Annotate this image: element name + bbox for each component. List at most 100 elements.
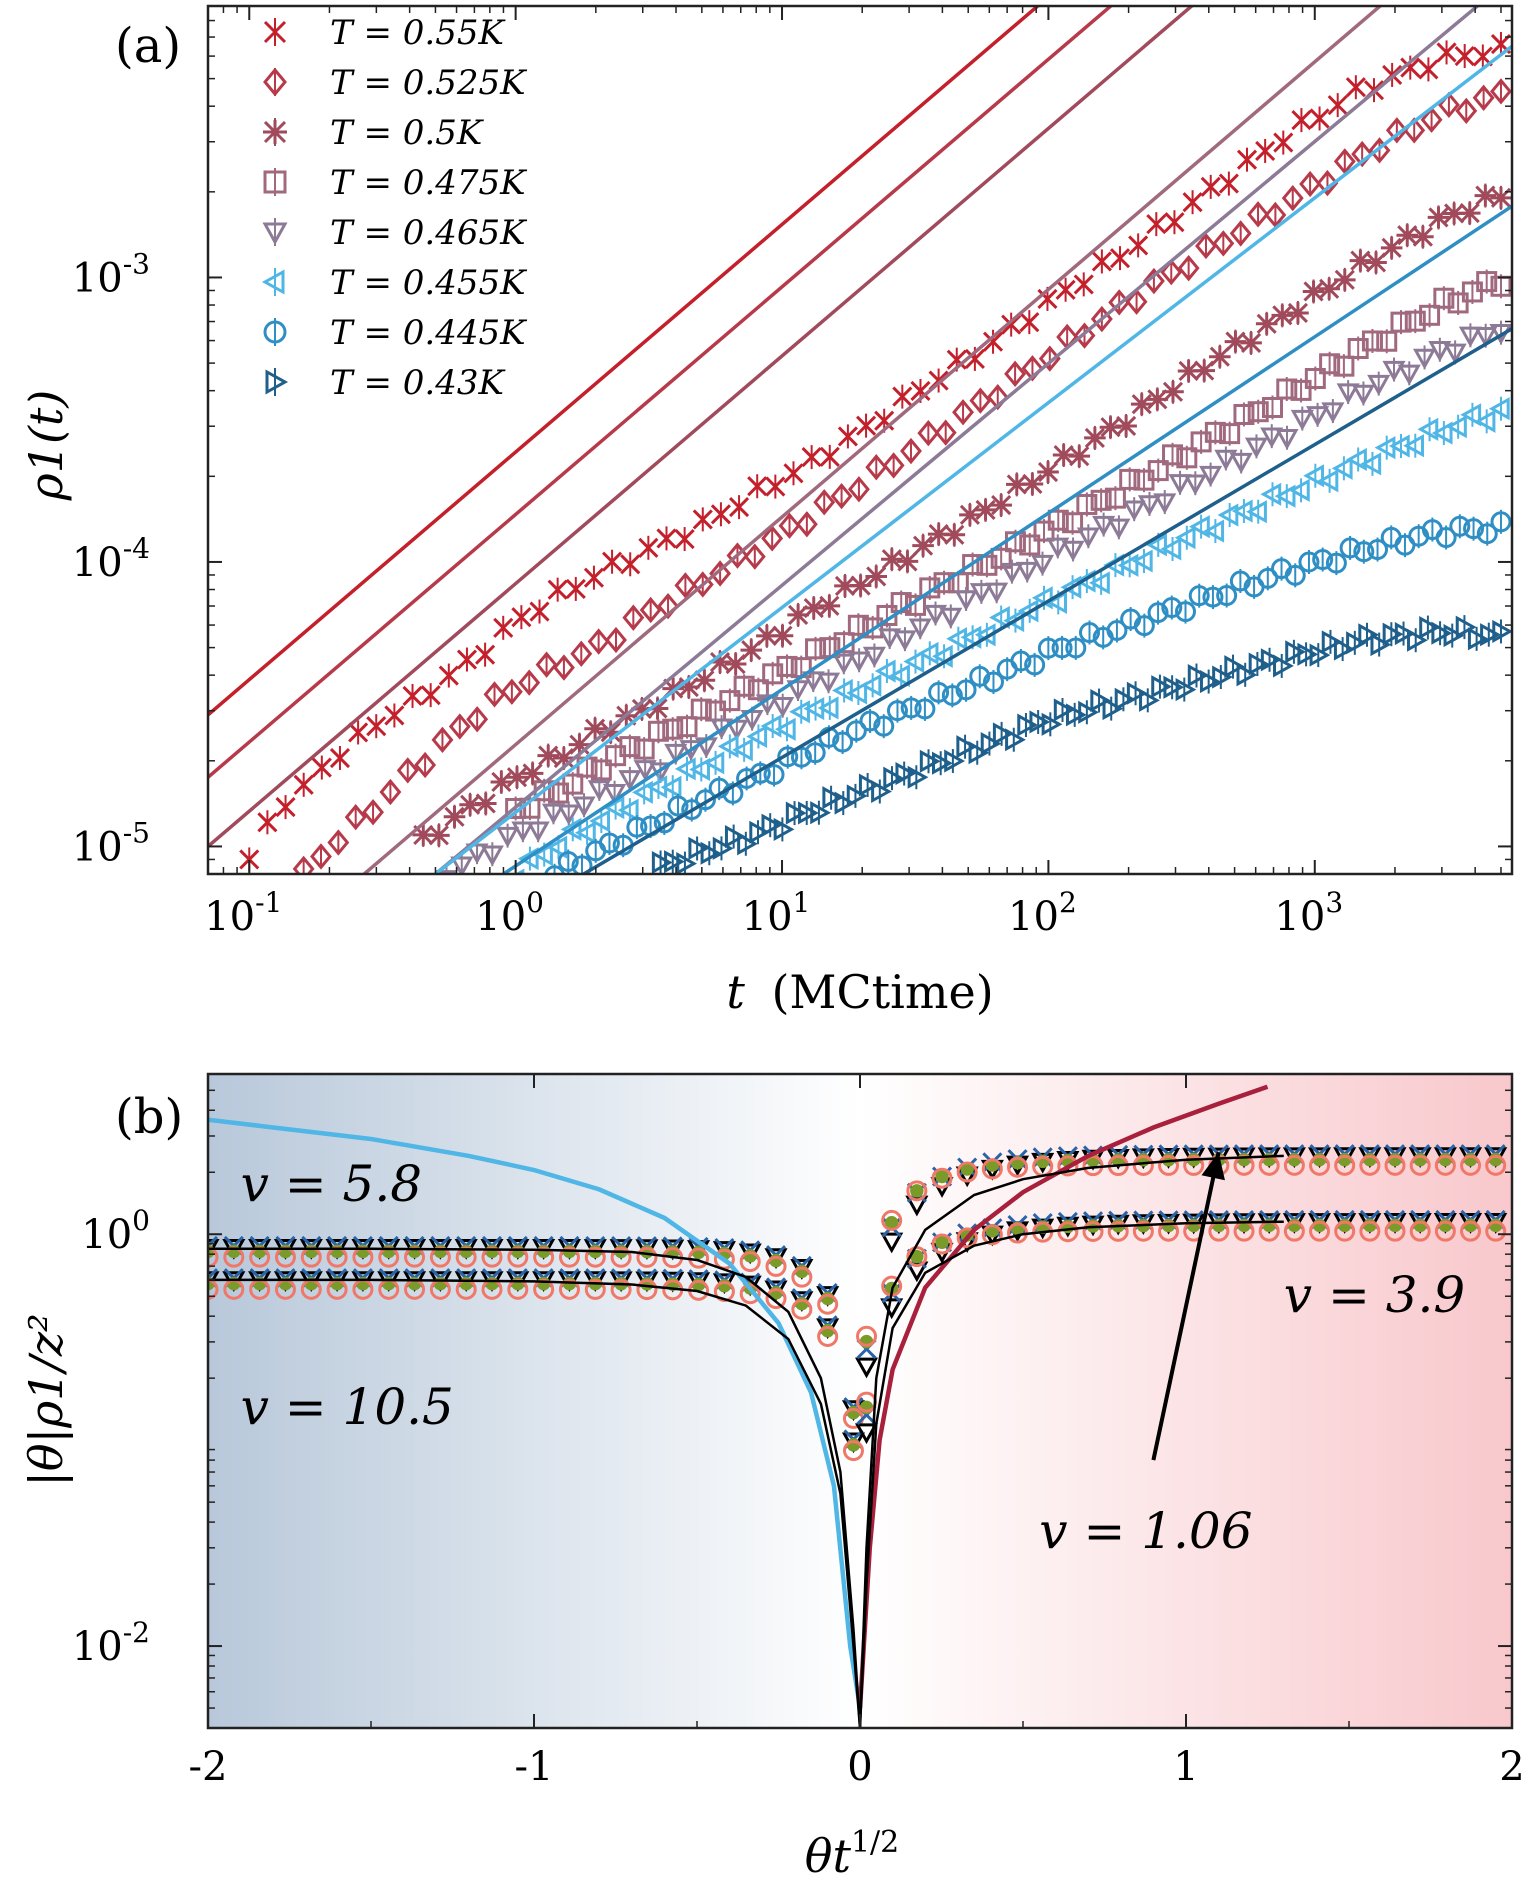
data-point xyxy=(1090,689,1112,713)
data-point xyxy=(1276,378,1298,400)
panel-b-xtick-label: -1 xyxy=(515,1744,554,1790)
data-point xyxy=(694,789,716,811)
panel-a-ytick-label: 10-3 xyxy=(72,247,150,301)
legend-label: T = 0.43K xyxy=(330,363,506,403)
data-point xyxy=(1164,212,1185,233)
data-point xyxy=(837,426,858,447)
data-point xyxy=(583,567,604,588)
data-point xyxy=(773,817,795,841)
panel-b-xlabel-base: θt xyxy=(805,1829,852,1883)
data-point xyxy=(1435,527,1457,549)
collapsed-point xyxy=(935,1235,949,1249)
collapsed-point xyxy=(1057,1221,1079,1243)
data-point xyxy=(1001,314,1022,335)
data-point xyxy=(719,690,741,712)
data-point xyxy=(846,784,868,808)
collapsed-point xyxy=(854,1423,879,1445)
left-fit xyxy=(208,1117,863,1709)
data-point xyxy=(511,821,535,843)
data-point xyxy=(1160,258,1183,286)
collapsed-point xyxy=(856,1325,878,1347)
data-point xyxy=(818,595,841,617)
panel-a: 10-1 100 101 102 103 10-5 10-4 10-3 (a) T = 0.5… xyxy=(19,4,1514,1019)
panel-b-label: (b) xyxy=(115,1089,183,1145)
data-point xyxy=(466,706,489,733)
collapsed-point xyxy=(1283,1154,1305,1176)
data-point xyxy=(845,720,867,742)
data-point xyxy=(801,447,822,468)
data-point xyxy=(733,675,755,697)
data-point xyxy=(740,639,763,661)
collapsed-point xyxy=(910,1184,924,1198)
data-point xyxy=(956,735,978,759)
data-point xyxy=(1076,493,1098,515)
data-point xyxy=(1218,173,1239,194)
data-point xyxy=(985,582,1009,604)
panel-b-xtick-label: -2 xyxy=(189,1744,228,1790)
data-point xyxy=(1345,77,1366,98)
data-point xyxy=(1122,500,1146,522)
data-point xyxy=(1346,447,1367,472)
data-point xyxy=(982,331,1004,352)
data-point xyxy=(275,797,296,818)
data-point xyxy=(1316,169,1339,197)
collapsed-point xyxy=(1460,1154,1482,1176)
data-point xyxy=(1273,132,1294,153)
collapsed-point xyxy=(481,1246,503,1268)
data-point xyxy=(860,673,882,697)
data-point xyxy=(1193,359,1216,382)
data-point xyxy=(1443,624,1465,648)
data-point xyxy=(1115,415,1137,437)
data-point xyxy=(919,749,941,773)
data-point xyxy=(311,757,332,778)
data-point xyxy=(396,757,419,784)
data-point xyxy=(1109,248,1131,269)
data-point xyxy=(1309,108,1330,129)
data-point xyxy=(362,799,384,826)
data-point xyxy=(517,847,539,871)
data-point xyxy=(1175,601,1197,623)
data-point xyxy=(992,722,1014,746)
data-point xyxy=(1397,364,1421,386)
data-point xyxy=(1236,149,1258,170)
panel-a-xlabel-var: t xyxy=(726,965,745,1019)
legend-label: T = 0.525K xyxy=(330,63,528,103)
data-point xyxy=(1287,302,1309,324)
legend-marker xyxy=(262,222,288,246)
data-point xyxy=(618,770,642,791)
data-point xyxy=(804,742,826,764)
data-point xyxy=(619,736,641,758)
panel-a-xtick-label: 102 xyxy=(1008,886,1077,940)
data-point xyxy=(928,681,950,703)
data-point xyxy=(1055,279,1076,300)
data-point xyxy=(1090,489,1112,511)
data-point xyxy=(239,849,260,870)
fit-line xyxy=(502,204,1512,874)
data-point xyxy=(896,550,919,573)
data-point xyxy=(862,646,886,668)
collapsed-point xyxy=(584,1246,606,1268)
data-point xyxy=(1474,409,1496,433)
data-point xyxy=(1204,421,1226,443)
data-point xyxy=(518,669,541,696)
collapsed-point xyxy=(1309,1154,1331,1176)
panel-a-xlabel-unit: (MCtime) xyxy=(771,965,993,1019)
collapsed-point xyxy=(880,1232,904,1254)
data-point xyxy=(1490,187,1512,209)
data-point xyxy=(1436,42,1457,63)
black-right-lower xyxy=(858,1220,1284,1728)
data-point xyxy=(537,744,560,767)
data-point xyxy=(1217,503,1239,527)
data-point xyxy=(1390,311,1412,333)
collapsed-point xyxy=(1132,1220,1154,1242)
data-point xyxy=(557,804,581,826)
data-point xyxy=(732,738,753,762)
data-point xyxy=(1380,237,1403,259)
data-point xyxy=(1318,277,1340,300)
data-point xyxy=(535,651,558,678)
data-point xyxy=(1304,368,1326,390)
data-point xyxy=(1060,575,1082,599)
data-point xyxy=(810,801,831,825)
data-point xyxy=(639,596,662,624)
